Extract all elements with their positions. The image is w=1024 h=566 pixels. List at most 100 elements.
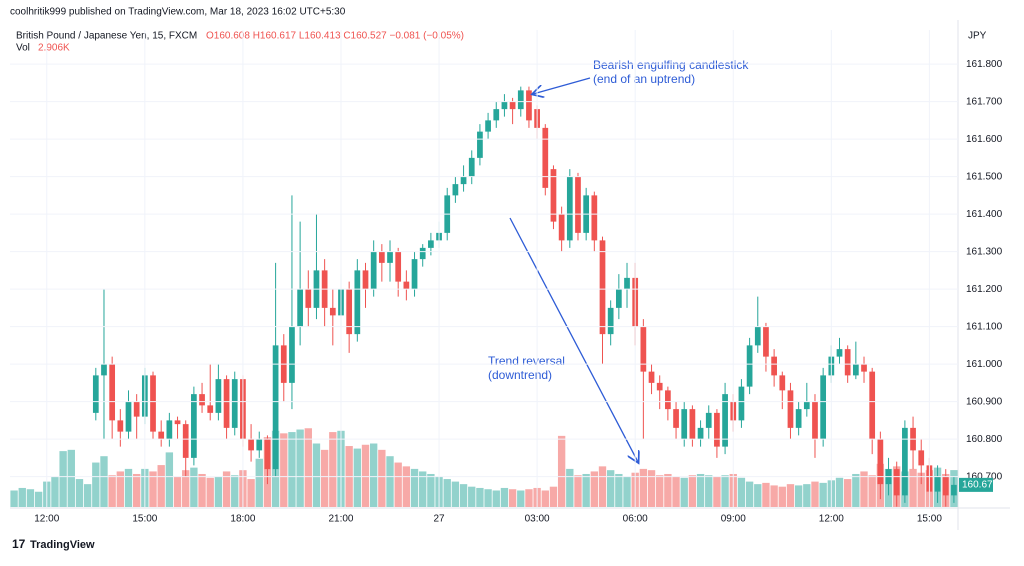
volume-bar (459, 484, 468, 507)
candle-body (697, 427, 704, 440)
candle-body (763, 326, 769, 357)
candle-body (346, 289, 353, 335)
volume-bar (10, 490, 18, 507)
candle-body (485, 120, 491, 132)
candle-body (109, 364, 116, 421)
candle-body (877, 439, 884, 485)
candle-body (329, 307, 336, 316)
x-tick-label: 21:00 (328, 514, 353, 525)
y-tick-label: 161.600 (966, 134, 1003, 145)
footer: TradingView (30, 539, 95, 551)
volume-bar (149, 471, 157, 507)
candle-body (812, 401, 818, 440)
volume-text: 2.906K (38, 43, 70, 54)
volume-bar (353, 448, 362, 507)
candle-body (705, 412, 712, 428)
volume-bar (713, 476, 721, 507)
symbol: British Pound / Japanese Yen, 15, FXCM (16, 31, 197, 42)
candle-body (223, 379, 230, 428)
candle-body (665, 390, 671, 410)
candle-body (615, 289, 622, 308)
currency: JPY (968, 31, 987, 42)
volume-bar (664, 473, 672, 507)
volume-bar (835, 477, 844, 507)
candle-body (272, 345, 279, 470)
volume-bar (745, 481, 754, 507)
annotation: Bearish engulfing candlestick (593, 58, 749, 72)
candle-body (468, 157, 475, 177)
candle-body (387, 251, 393, 263)
volume-bar (378, 449, 386, 507)
candle-body (681, 409, 688, 440)
volume-bar (917, 472, 925, 507)
volume-bar (598, 466, 607, 507)
candle-body (902, 427, 908, 496)
candle-body (362, 270, 369, 290)
volume-bar (51, 476, 59, 507)
volume-bar (615, 473, 623, 507)
candle-body (150, 375, 156, 432)
candle-body (248, 439, 254, 451)
y-tick-label: 160.900 (966, 396, 1003, 407)
volume-bar (67, 449, 75, 507)
volume-bar (419, 471, 427, 507)
volume-bar (574, 475, 582, 507)
volume-bar (402, 466, 411, 507)
x-tick-label: 27 (433, 514, 445, 525)
arrow (509, 217, 638, 462)
volume-name: Vol (16, 43, 30, 54)
candle-body (354, 270, 361, 335)
volume-bar (557, 435, 566, 507)
volume-bar (386, 456, 394, 507)
candle-body (460, 176, 467, 185)
candle-body (795, 409, 802, 428)
candle-body (893, 469, 900, 496)
candle-body (844, 349, 851, 376)
volume-bar (852, 473, 860, 507)
candle-body (803, 401, 810, 410)
candle-body (918, 450, 925, 466)
annotation: (downtrend) (488, 368, 552, 382)
y-tick-label: 161.000 (966, 359, 1003, 370)
candle-body (746, 345, 753, 387)
volume-bar (705, 475, 713, 507)
candle-body (92, 375, 99, 413)
volume-bar (786, 484, 795, 507)
candle-body (264, 439, 271, 470)
volume-bar (500, 487, 509, 507)
volume-bar (59, 451, 67, 507)
volume-bar (427, 473, 435, 507)
volume-bar (190, 467, 198, 507)
candle-body (117, 420, 124, 432)
last-price-label: 160.678 (962, 480, 999, 491)
candle-body (199, 394, 205, 406)
candle-body (428, 240, 434, 248)
candle-body (624, 277, 630, 290)
candle-body (648, 371, 655, 383)
volume-bar (525, 489, 533, 507)
volume-bar (394, 462, 402, 507)
candle-body (419, 247, 426, 260)
volume-bar (231, 475, 239, 507)
volume-bar (770, 485, 778, 507)
volume-bar (124, 468, 133, 507)
volume-bar (484, 489, 492, 507)
volume-bar (369, 443, 378, 507)
volume-bar (737, 477, 746, 507)
candle-body (101, 364, 107, 376)
candle-body (411, 259, 418, 290)
volume-bar (721, 475, 729, 507)
volume-bar (92, 462, 100, 507)
y-tick-label: 161.700 (966, 96, 1003, 107)
volume-bar (811, 481, 819, 507)
candle-body (166, 420, 173, 440)
volume-bar (100, 456, 108, 507)
candle-body (215, 379, 222, 413)
arrow (533, 77, 591, 94)
volume-bar (860, 471, 868, 507)
candle-body (207, 405, 214, 413)
y-tick-label: 161.500 (966, 171, 1003, 182)
volume-bar (549, 486, 558, 507)
candle-body (477, 131, 483, 158)
volume-bar (754, 484, 762, 507)
